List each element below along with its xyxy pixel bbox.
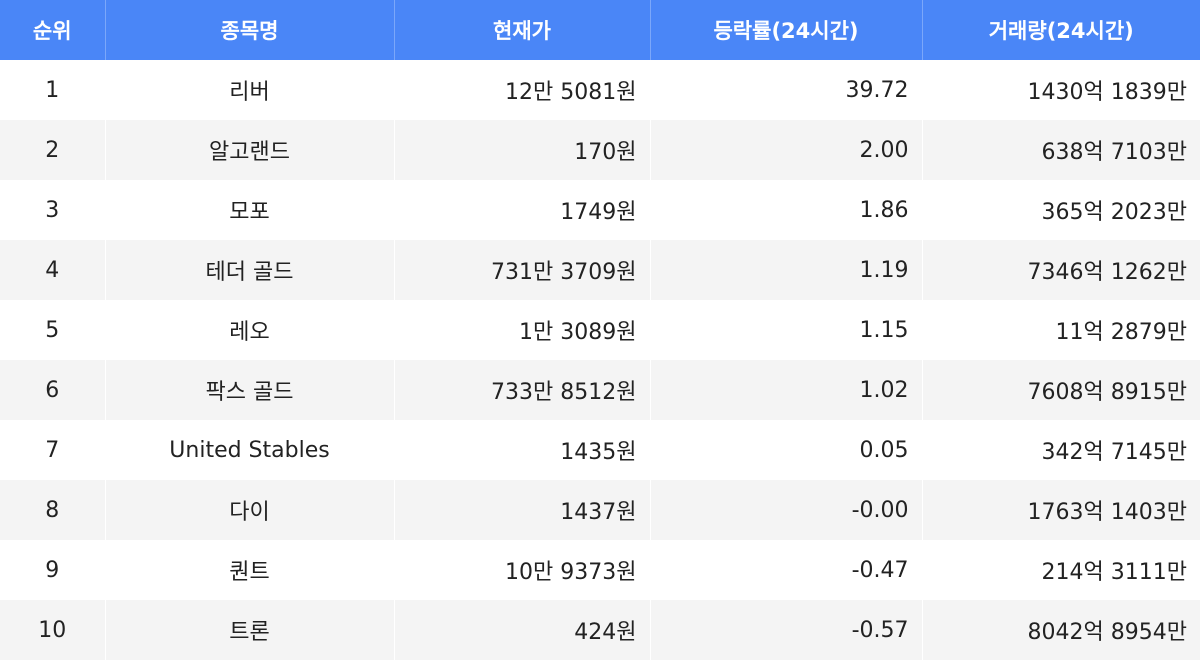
rank-cell: 8 (0, 480, 106, 540)
volume-cell: 1430억 1839만 (922, 60, 1200, 120)
price-cell: 424원 (394, 600, 651, 660)
volume-cell: 365억 2023만 (922, 180, 1200, 240)
price-cell: 1435원 (394, 420, 651, 480)
header-change-24h: 등락률(24시간) (650, 0, 923, 60)
rank-cell: 7 (0, 420, 106, 480)
change-cell: 1.19 (650, 240, 923, 300)
header-rank: 순위 (0, 0, 106, 60)
volume-cell: 8042억 8954만 (922, 600, 1200, 660)
table-row: 8 다이 1437원 -0.00 1763억 1403만 (0, 480, 1200, 540)
change-cell: 39.72 (650, 60, 923, 120)
rank-cell: 10 (0, 600, 106, 660)
rank-cell: 5 (0, 300, 106, 360)
table-row: 6 팍스 골드 733만 8512원 1.02 7608억 8915만 (0, 360, 1200, 420)
coin-name-cell: 퀀트 (105, 540, 395, 600)
price-cell: 170원 (394, 120, 651, 180)
table-row: 10 트론 424원 -0.57 8042억 8954만 (0, 600, 1200, 660)
change-cell: 2.00 (650, 120, 923, 180)
coin-name-cell: 다이 (105, 480, 395, 540)
coin-name-cell: 테더 골드 (105, 240, 395, 300)
volume-cell: 342억 7145만 (922, 420, 1200, 480)
coin-name-cell: 트론 (105, 600, 395, 660)
header-row: 순위 종목명 현재가 등락률(24시간) 거래량(24시간) (0, 0, 1200, 60)
header-volume-24h: 거래량(24시간) (922, 0, 1200, 60)
volume-cell: 7346억 1262만 (922, 240, 1200, 300)
rank-cell: 1 (0, 60, 106, 120)
coin-name-cell: 레오 (105, 300, 395, 360)
rank-cell: 3 (0, 180, 106, 240)
change-cell: -0.00 (650, 480, 923, 540)
rank-cell: 9 (0, 540, 106, 600)
change-cell: 1.86 (650, 180, 923, 240)
change-cell: 0.05 (650, 420, 923, 480)
volume-cell: 214억 3111만 (922, 540, 1200, 600)
coin-name-cell: 팍스 골드 (105, 360, 395, 420)
table-row: 2 알고랜드 170원 2.00 638억 7103만 (0, 120, 1200, 180)
table-row: 3 모포 1749원 1.86 365억 2023만 (0, 180, 1200, 240)
price-cell: 10만 9373원 (394, 540, 651, 600)
coin-name-cell: United Stables (105, 420, 395, 480)
volume-cell: 7608억 8915만 (922, 360, 1200, 420)
price-cell: 1749원 (394, 180, 651, 240)
change-cell: -0.47 (650, 540, 923, 600)
table-row: 9 퀀트 10만 9373원 -0.47 214억 3111만 (0, 540, 1200, 600)
volume-cell: 638억 7103만 (922, 120, 1200, 180)
rank-cell: 6 (0, 360, 106, 420)
change-cell: -0.57 (650, 600, 923, 660)
coin-name-cell: 알고랜드 (105, 120, 395, 180)
table-row: 5 레오 1만 3089원 1.15 11억 2879만 (0, 300, 1200, 360)
table-row: 7 United Stables 1435원 0.05 342억 7145만 (0, 420, 1200, 480)
header-name: 종목명 (105, 0, 395, 60)
price-cell: 1만 3089원 (394, 300, 651, 360)
price-cell: 731만 3709원 (394, 240, 651, 300)
table-header: 순위 종목명 현재가 등락률(24시간) 거래량(24시간) (0, 0, 1200, 60)
volume-cell: 11억 2879만 (922, 300, 1200, 360)
rank-cell: 2 (0, 120, 106, 180)
volume-cell: 1763억 1403만 (922, 480, 1200, 540)
change-cell: 1.02 (650, 360, 923, 420)
price-cell: 12만 5081원 (394, 60, 651, 120)
price-cell: 1437원 (394, 480, 651, 540)
coin-name-cell: 모포 (105, 180, 395, 240)
rank-cell: 4 (0, 240, 106, 300)
change-cell: 1.15 (650, 300, 923, 360)
table-body: 1 리버 12만 5081원 39.72 1430억 1839만 2 알고랜드 … (0, 60, 1200, 660)
price-cell: 733만 8512원 (394, 360, 651, 420)
coin-name-cell: 리버 (105, 60, 395, 120)
table-row: 1 리버 12만 5081원 39.72 1430억 1839만 (0, 60, 1200, 120)
table-row: 4 테더 골드 731만 3709원 1.19 7346억 1262만 (0, 240, 1200, 300)
header-price: 현재가 (394, 0, 651, 60)
